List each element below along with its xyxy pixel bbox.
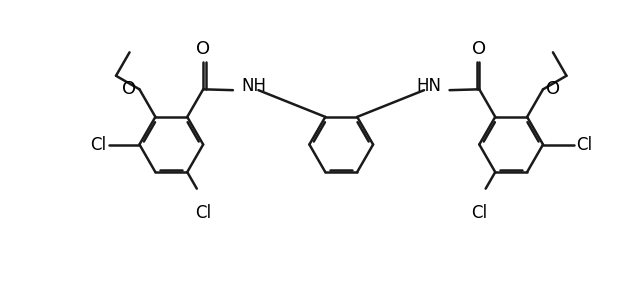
Text: O: O <box>472 40 486 58</box>
Text: HN: HN <box>416 77 441 95</box>
Text: Cl: Cl <box>576 136 592 153</box>
Text: Cl: Cl <box>195 204 211 222</box>
Text: O: O <box>122 80 136 98</box>
Text: O: O <box>547 80 561 98</box>
Text: NH: NH <box>241 77 266 95</box>
Text: O: O <box>196 40 210 58</box>
Text: Cl: Cl <box>471 204 488 222</box>
Text: Cl: Cl <box>91 136 107 153</box>
